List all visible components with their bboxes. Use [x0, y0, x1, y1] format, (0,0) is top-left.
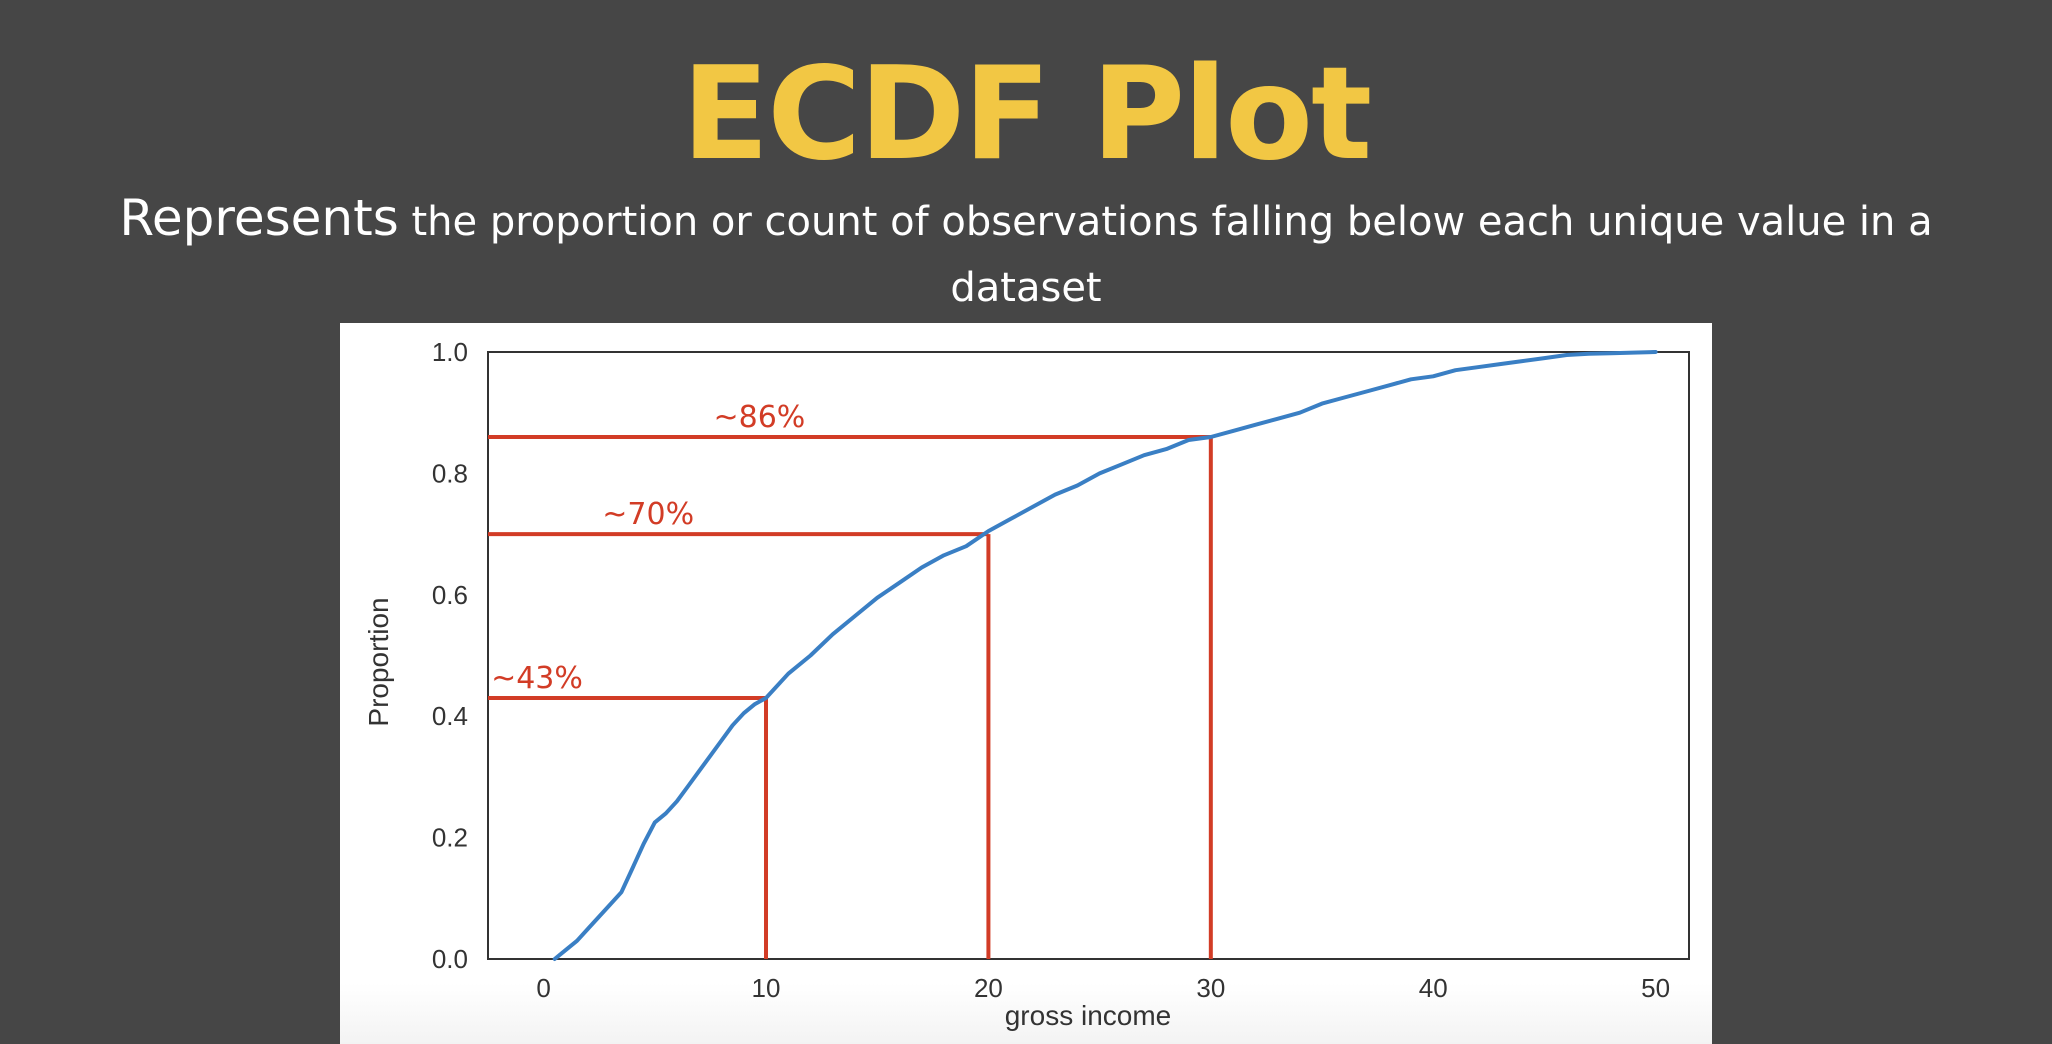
x-axis-ticks: 0 10 20 30 40 50 — [536, 973, 1670, 1003]
annotation-labels: ~43% ~70% ~86% — [491, 400, 805, 696]
annotation-lines — [488, 434, 1213, 959]
x-tick-label: 10 — [752, 973, 781, 1003]
series-layer — [552, 350, 1658, 961]
x-tick-label: 0 — [536, 973, 550, 1003]
y-axis-label-rotated: Proportion — [363, 597, 394, 726]
y-tick-label: 0.2 — [432, 823, 468, 853]
subtitle-rest: the proportion or count of observations … — [411, 199, 1933, 311]
annotation-label: ~86% — [713, 400, 805, 435]
x-axis-label: gross income — [1005, 1000, 1172, 1031]
x-tick-label: 30 — [1196, 973, 1225, 1003]
plot-frame — [487, 351, 1690, 960]
x-tick-label: 40 — [1419, 973, 1448, 1003]
y-tick-label: 1.0 — [432, 337, 468, 367]
subtitle-lead: Represents — [119, 189, 399, 247]
chart-panel: ~43% ~70% ~86% 0.0 0.2 0.4 0.6 0.8 1.0 0 10 20 30 4… — [340, 323, 1712, 1044]
y-tick-label: 0.4 — [432, 701, 468, 731]
x-tick-label: 50 — [1641, 973, 1670, 1003]
y-tick-label: 0.0 — [432, 944, 468, 974]
y-axis-ticks: 0.0 0.2 0.4 0.6 0.8 1.0 — [432, 337, 468, 974]
ecdf-chart: ~43% ~70% ~86% 0.0 0.2 0.4 0.6 0.8 1.0 0 10 20 30 4… — [363, 337, 1690, 1031]
slide-title: ECDF Plot — [681, 40, 1372, 189]
y-tick-label: 0.6 — [432, 580, 468, 610]
x-tick-label: 20 — [974, 973, 1003, 1003]
y-tick-label: 0.8 — [432, 458, 468, 488]
slide-subtitle: Represents the proportion or count of ob… — [100, 185, 1952, 321]
annotation-label: ~70% — [602, 497, 694, 532]
ecdf-series-line — [552, 350, 1658, 961]
annotation-label: ~43% — [491, 661, 583, 696]
